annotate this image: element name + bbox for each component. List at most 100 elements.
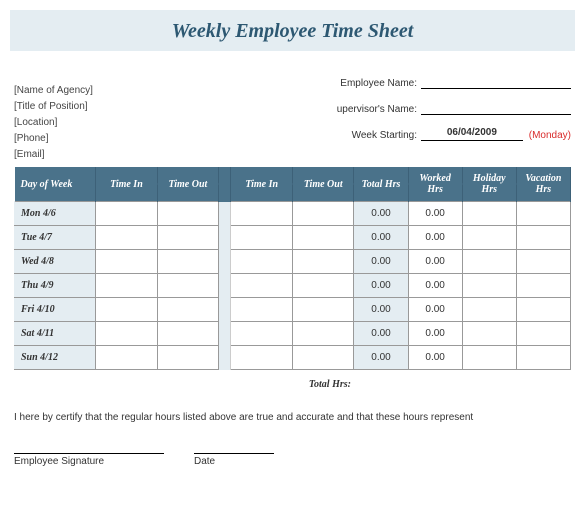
- supervisor-name-label: upervisor's Name:: [311, 104, 421, 115]
- cell-gap: [219, 226, 231, 250]
- table-row: Tue 4/7 0.000.00: [15, 226, 571, 250]
- col-gap: [219, 167, 231, 202]
- cell-time-out-2[interactable]: [292, 346, 354, 370]
- cell-holiday-hrs[interactable]: [462, 346, 516, 370]
- cell-vacation-hrs[interactable]: [516, 346, 570, 370]
- employee-column: Employee Name: upervisor's Name: Week St…: [311, 69, 571, 163]
- cell-time-in-2[interactable]: [231, 322, 293, 346]
- col-worked-hrs: Worked Hrs: [408, 167, 462, 202]
- agency-phone: [Phone]: [14, 131, 311, 147]
- signature-block: Employee Signature Date: [0, 423, 585, 467]
- cell-time-out-1[interactable]: [157, 226, 219, 250]
- week-starting-label: Week Starting:: [311, 130, 421, 141]
- cell-time-out-2[interactable]: [292, 322, 354, 346]
- table-row: Sat 4/11 0.000.00: [15, 322, 571, 346]
- cell-worked-hrs: 0.00: [408, 226, 462, 250]
- cell-time-out-2[interactable]: [292, 226, 354, 250]
- title-bar: Weekly Employee Time Sheet: [10, 10, 575, 51]
- cell-holiday-hrs[interactable]: [462, 226, 516, 250]
- cell-dow: Sat 4/11: [15, 322, 96, 346]
- table-row: Fri 4/100.000.00: [15, 298, 571, 322]
- supervisor-name-input[interactable]: [421, 101, 571, 115]
- cell-vacation-hrs[interactable]: [516, 250, 570, 274]
- week-day-note: (Monday): [523, 130, 571, 141]
- cell-time-in-2[interactable]: [231, 298, 293, 322]
- cell-gap: [219, 346, 231, 370]
- cell-worked-hrs: 0.00: [408, 346, 462, 370]
- cell-time-out-2[interactable]: [292, 274, 354, 298]
- cell-holiday-hrs[interactable]: [462, 274, 516, 298]
- col-time-out-1: Time Out: [157, 167, 219, 202]
- timesheet-table: Day of Week Time In Time Out Time In Tim…: [14, 167, 571, 394]
- cell-total-hrs: 0.00: [354, 202, 408, 226]
- cell-time-out-2[interactable]: [292, 202, 354, 226]
- cell-dow: Sun 4/12: [15, 346, 96, 370]
- cell-dow: Mon 4/6: [15, 202, 96, 226]
- date-label: Date: [194, 456, 274, 467]
- cell-holiday-hrs[interactable]: [462, 250, 516, 274]
- cell-time-in-2[interactable]: [231, 274, 293, 298]
- info-block: [Name of Agency] [Title of Position] [Lo…: [0, 69, 585, 163]
- cell-time-in-1[interactable]: [96, 226, 158, 250]
- cell-vacation-hrs[interactable]: [516, 226, 570, 250]
- agency-location: [Location]: [14, 115, 311, 131]
- page-title: Weekly Employee Time Sheet: [10, 20, 575, 43]
- cell-holiday-hrs[interactable]: [462, 322, 516, 346]
- certification-text: I here by certify that the regular hours…: [0, 394, 585, 423]
- cell-time-out-1[interactable]: [157, 346, 219, 370]
- cell-time-in-1[interactable]: [96, 202, 158, 226]
- agency-name: [Name of Agency]: [14, 83, 311, 99]
- cell-time-out-1[interactable]: [157, 322, 219, 346]
- cell-worked-hrs: 0.00: [408, 202, 462, 226]
- cell-time-in-1[interactable]: [96, 298, 158, 322]
- cell-gap: [219, 250, 231, 274]
- col-total-hrs: Total Hrs: [354, 167, 408, 202]
- cell-worked-hrs: 0.00: [408, 250, 462, 274]
- cell-holiday-hrs[interactable]: [462, 202, 516, 226]
- cell-time-in-1[interactable]: [96, 322, 158, 346]
- cell-total-hrs: 0.00: [354, 298, 408, 322]
- total-hrs-label: Total Hrs:: [15, 370, 354, 394]
- table-row: Thu 4/90.000.00: [15, 274, 571, 298]
- col-day-of-week: Day of Week: [15, 167, 96, 202]
- cell-time-in-2[interactable]: [231, 346, 293, 370]
- week-starting-input[interactable]: 06/04/2009: [421, 127, 523, 141]
- col-holiday-hrs: Holiday Hrs: [462, 167, 516, 202]
- table-row: Wed 4/80.000.00: [15, 250, 571, 274]
- week-starting-value: 06/04/2009: [447, 127, 497, 138]
- cell-time-in-1[interactable]: [96, 346, 158, 370]
- cell-time-out-1[interactable]: [157, 298, 219, 322]
- employee-signature-label: Employee Signature: [14, 456, 164, 467]
- cell-time-in-2[interactable]: [231, 226, 293, 250]
- cell-time-out-2[interactable]: [292, 298, 354, 322]
- col-time-in-1: Time In: [96, 167, 158, 202]
- cell-dow: Tue 4/7: [15, 226, 96, 250]
- cell-time-out-2[interactable]: [292, 250, 354, 274]
- col-vacation-hrs: Vacation Hrs: [516, 167, 570, 202]
- cell-dow: Wed 4/8: [15, 250, 96, 274]
- cell-time-out-1[interactable]: [157, 274, 219, 298]
- cell-time-in-2[interactable]: [231, 202, 293, 226]
- table-row: Sun 4/120.000.00: [15, 346, 571, 370]
- col-time-out-2: Time Out: [292, 167, 354, 202]
- cell-vacation-hrs[interactable]: [516, 322, 570, 346]
- totals-row: Total Hrs:: [15, 370, 571, 394]
- cell-time-out-1[interactable]: [157, 202, 219, 226]
- cell-time-in-1[interactable]: [96, 274, 158, 298]
- cell-total-hrs: 0.00: [354, 226, 408, 250]
- col-time-in-2: Time In: [231, 167, 293, 202]
- cell-worked-hrs: 0.00: [408, 322, 462, 346]
- agency-column: [Name of Agency] [Title of Position] [Lo…: [14, 69, 311, 163]
- cell-gap: [219, 298, 231, 322]
- cell-vacation-hrs[interactable]: [516, 202, 570, 226]
- cell-holiday-hrs[interactable]: [462, 298, 516, 322]
- cell-time-in-1[interactable]: [96, 250, 158, 274]
- cell-total-hrs: 0.00: [354, 322, 408, 346]
- cell-vacation-hrs[interactable]: [516, 298, 570, 322]
- cell-gap: [219, 202, 231, 226]
- cell-vacation-hrs[interactable]: [516, 274, 570, 298]
- cell-time-in-2[interactable]: [231, 250, 293, 274]
- employee-name-input[interactable]: [421, 75, 571, 89]
- cell-time-out-1[interactable]: [157, 250, 219, 274]
- cell-dow: Thu 4/9: [15, 274, 96, 298]
